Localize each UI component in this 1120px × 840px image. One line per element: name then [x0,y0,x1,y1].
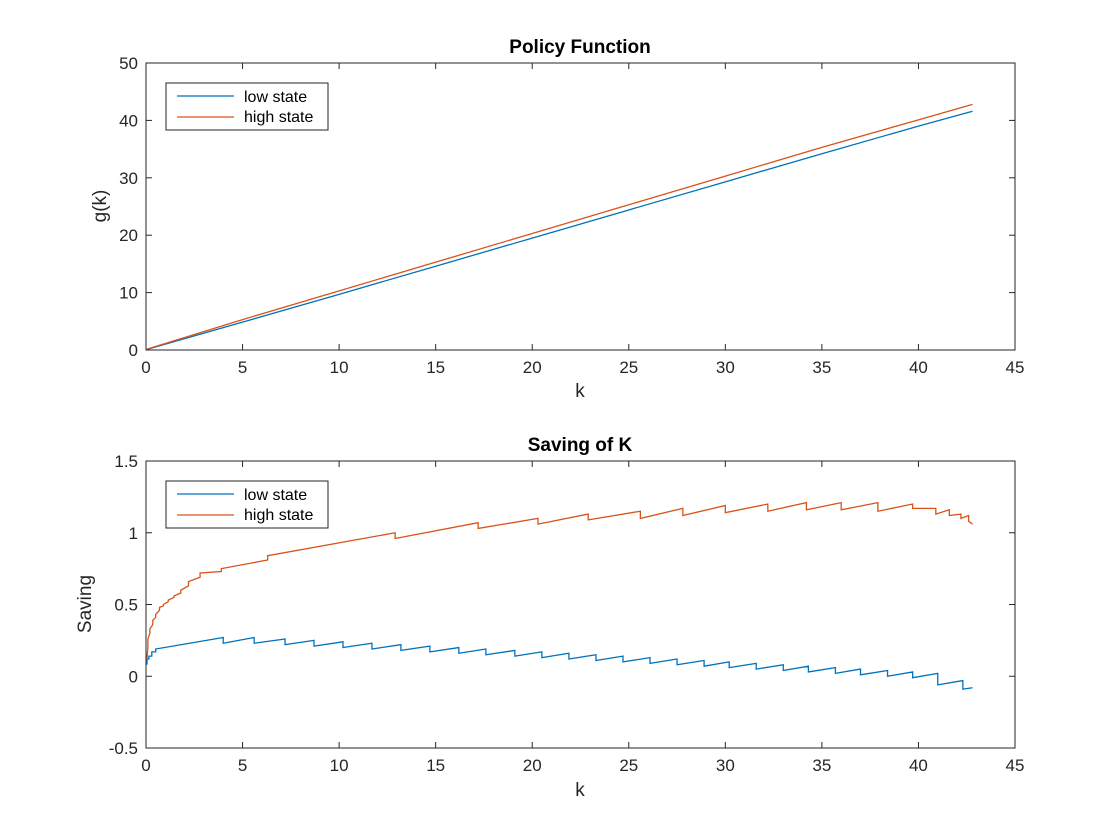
series-line-high-state [146,103,973,350]
series-layer [146,501,973,690]
y-tick-label: 0.5 [114,596,138,615]
x-axis-title: k [575,381,585,402]
series-layer [146,103,973,351]
series-line-high-state [146,501,973,660]
series-line-low-state [146,110,973,351]
legend-label-low-state: low state [244,487,307,504]
y-tick-label: 1 [129,524,138,543]
x-tick-label: 40 [909,358,928,377]
y-tick-label: 30 [119,169,138,188]
x-tick-label: 35 [812,358,831,377]
x-tick-label: 30 [716,358,735,377]
plot-area-frame [145,62,1016,351]
legend: low state high state [165,480,329,529]
x-tick-label: 5 [238,756,247,775]
y-tick-label: 1.5 [114,452,138,471]
x-tick-label: 15 [426,358,445,377]
y-axis-title: g(k) [90,190,111,223]
legend-box [165,82,329,131]
x-tick-label: 25 [619,756,638,775]
x-tick-label: 0 [141,358,150,377]
y-tick-label: 20 [119,226,138,245]
y-tick-label: 10 [119,284,138,303]
x-tick-label: 5 [238,358,247,377]
x-tick-label: 0 [141,756,150,775]
x-axis-title: k [575,780,585,801]
x-tick-label: 30 [716,756,735,775]
x-tick-label: 10 [330,358,349,377]
chart-title: Saving of K [528,435,633,456]
x-tick-label: 25 [619,358,638,377]
policy-function-panel: Policy Function 0 5 10 15 20 25 30 35 40 45 0 10 20 3… [90,37,1024,402]
x-tick-label: 40 [909,756,928,775]
y-axis-title: Saving [75,575,96,633]
ticks-layer: 0 5 10 15 20 25 30 35 40 45 0 10 20 30 40 50 [119,54,1024,377]
x-tick-label: 15 [426,756,445,775]
legend: low state high state [165,82,329,131]
x-tick-label: 20 [523,358,542,377]
x-tick-label: 35 [812,756,831,775]
ticks-layer: 0 5 10 15 20 25 30 35 40 45-0.500.511.5 [109,452,1025,775]
x-tick-label: 45 [1006,756,1025,775]
y-tick-label: -0.5 [109,739,138,758]
x-tick-label: 45 [1006,358,1025,377]
y-tick-label: 50 [119,54,138,73]
legend-label-high-state: high state [244,109,313,126]
series-line-low-state [146,636,973,690]
legend-box [165,480,329,529]
legend-label-low-state: low state [244,89,307,106]
y-tick-label: 0 [129,667,138,686]
legend-label-high-state: high state [244,507,313,524]
y-tick-label: 40 [119,111,138,130]
saving-of-k-panel: Saving of K 0 5 10 15 20 25 30 35 40 45-0.500.511… [75,435,1024,801]
x-tick-label: 20 [523,756,542,775]
chart-title: Policy Function [509,37,650,58]
y-tick-label: 0 [129,341,138,360]
x-tick-label: 10 [330,756,349,775]
